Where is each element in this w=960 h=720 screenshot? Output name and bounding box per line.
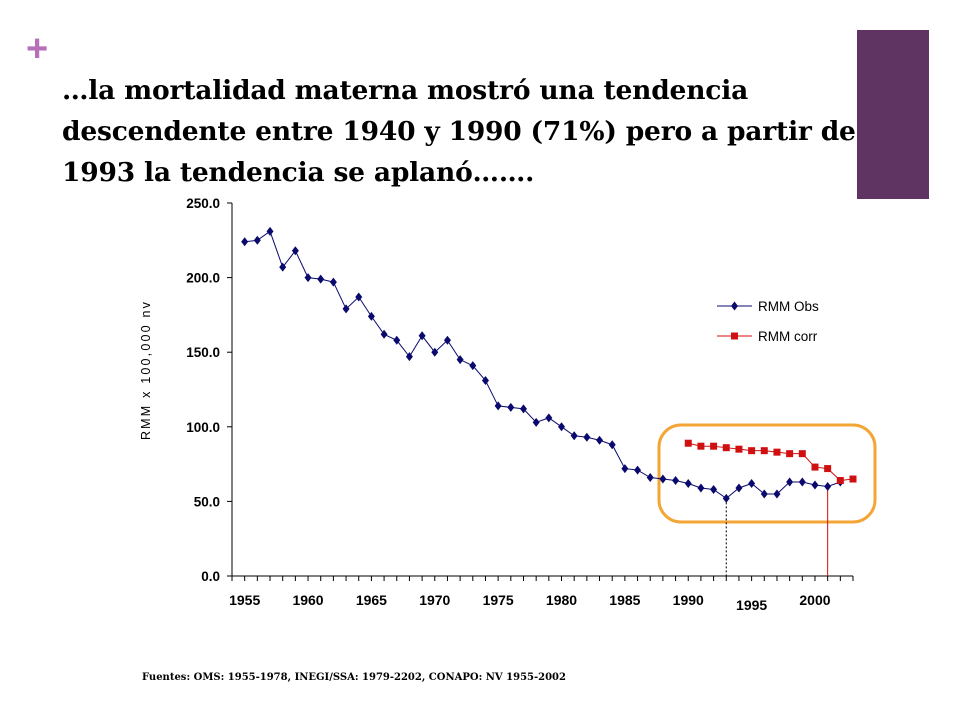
data-point-corr bbox=[735, 445, 743, 453]
data-point-obs bbox=[317, 274, 325, 284]
data-point-obs bbox=[393, 335, 401, 345]
data-point-obs bbox=[646, 473, 654, 483]
y-axis-title: RMM x 100,000 nv bbox=[139, 300, 153, 440]
chart-legend: RMM Obs RMM corr bbox=[717, 299, 819, 344]
data-point-obs bbox=[824, 481, 832, 491]
data-point-obs bbox=[329, 277, 337, 287]
data-point-obs bbox=[418, 331, 426, 341]
data-point-obs bbox=[773, 489, 781, 499]
y-tick-label: 100.0 bbox=[186, 420, 220, 435]
data-point-obs bbox=[583, 432, 591, 442]
data-point-corr bbox=[773, 448, 781, 456]
series-layer bbox=[241, 226, 857, 503]
data-point-obs bbox=[443, 335, 451, 345]
x-tick-label: 1995 bbox=[736, 597, 767, 613]
data-point-corr bbox=[697, 442, 705, 450]
data-point-obs bbox=[519, 404, 527, 414]
data-point-obs bbox=[241, 237, 249, 247]
data-point-obs bbox=[405, 352, 413, 362]
source-note: Fuentes: OMS: 1955-1978, INEGI/SSA: 1979… bbox=[142, 672, 566, 683]
y-tick-label: 200.0 bbox=[186, 271, 220, 286]
legend-label-obs: RMM Obs bbox=[758, 299, 819, 314]
series-line-obs bbox=[244, 230, 841, 500]
chart-axes: 0.0 50.0 100.0 150.0 200.0 250.0 1955 1960 1965 1… bbox=[139, 196, 854, 613]
x-tick-label: 1990 bbox=[673, 592, 704, 608]
data-point-obs bbox=[634, 465, 642, 475]
data-point-obs bbox=[760, 489, 768, 499]
data-point-obs bbox=[279, 262, 287, 272]
data-point-obs bbox=[545, 413, 553, 423]
data-point-obs bbox=[710, 484, 718, 494]
x-tick-label: 1975 bbox=[483, 592, 514, 608]
data-point-obs bbox=[570, 431, 578, 441]
legend-marker-corr bbox=[731, 332, 738, 340]
data-point-obs bbox=[786, 477, 794, 487]
data-point-obs bbox=[659, 474, 667, 484]
data-point-obs bbox=[596, 435, 604, 445]
data-point-obs bbox=[748, 478, 756, 488]
y-tick-label: 0.0 bbox=[201, 569, 220, 584]
x-tick-label: 1970 bbox=[419, 592, 450, 608]
x-tick-label: 1985 bbox=[609, 592, 640, 608]
x-tick-label: 1960 bbox=[292, 592, 323, 608]
data-point-obs bbox=[367, 311, 375, 321]
data-point-corr bbox=[811, 463, 819, 471]
data-point-obs bbox=[291, 246, 299, 256]
data-point-obs bbox=[672, 476, 680, 486]
legend-label-corr: RMM corr bbox=[758, 329, 818, 344]
data-point-obs bbox=[304, 273, 312, 283]
data-point-corr bbox=[824, 465, 832, 473]
data-point-obs bbox=[266, 226, 274, 236]
slide-title: …la mortalidad materna mostró una tenden… bbox=[62, 75, 856, 188]
legend-marker-obs bbox=[731, 301, 738, 311]
data-point-obs bbox=[431, 347, 439, 357]
data-point-obs bbox=[532, 417, 540, 427]
accent-block bbox=[857, 30, 929, 199]
data-point-obs bbox=[507, 402, 515, 412]
data-point-obs bbox=[722, 493, 730, 503]
data-point-obs bbox=[558, 422, 566, 432]
data-point-obs bbox=[481, 376, 489, 386]
data-point-obs bbox=[253, 235, 261, 245]
data-point-corr bbox=[748, 447, 756, 455]
data-point-obs bbox=[684, 478, 692, 488]
y-tick-label: 50.0 bbox=[194, 494, 220, 509]
data-point-obs bbox=[469, 361, 477, 371]
data-point-obs bbox=[456, 355, 464, 365]
data-point-obs bbox=[811, 480, 819, 490]
x-tick-label: 1965 bbox=[356, 592, 387, 608]
data-point-obs bbox=[355, 292, 363, 302]
data-point-obs bbox=[608, 440, 616, 450]
data-point-corr bbox=[786, 450, 794, 458]
data-point-corr bbox=[722, 444, 730, 452]
plus-icon: + bbox=[26, 28, 49, 70]
data-point-obs bbox=[798, 477, 806, 487]
data-point-obs bbox=[380, 329, 388, 339]
highlight-layer bbox=[657, 423, 877, 576]
data-point-corr bbox=[684, 439, 692, 447]
y-tick-label: 250.0 bbox=[186, 196, 220, 211]
x-tick-label: 2000 bbox=[799, 592, 830, 608]
data-point-obs bbox=[494, 401, 502, 411]
data-point-obs bbox=[697, 483, 705, 493]
data-point-corr bbox=[710, 442, 718, 450]
data-point-corr bbox=[836, 477, 844, 485]
highlight-box bbox=[657, 423, 877, 524]
data-point-obs bbox=[342, 304, 350, 314]
data-point-obs bbox=[621, 464, 629, 474]
data-point-corr bbox=[849, 475, 857, 483]
x-tick-label: 1980 bbox=[546, 592, 577, 608]
data-point-obs bbox=[735, 483, 743, 493]
data-point-corr bbox=[760, 447, 768, 455]
x-tick-label: 1955 bbox=[229, 592, 260, 608]
data-point-corr bbox=[798, 450, 806, 458]
y-tick-label: 150.0 bbox=[186, 345, 220, 360]
